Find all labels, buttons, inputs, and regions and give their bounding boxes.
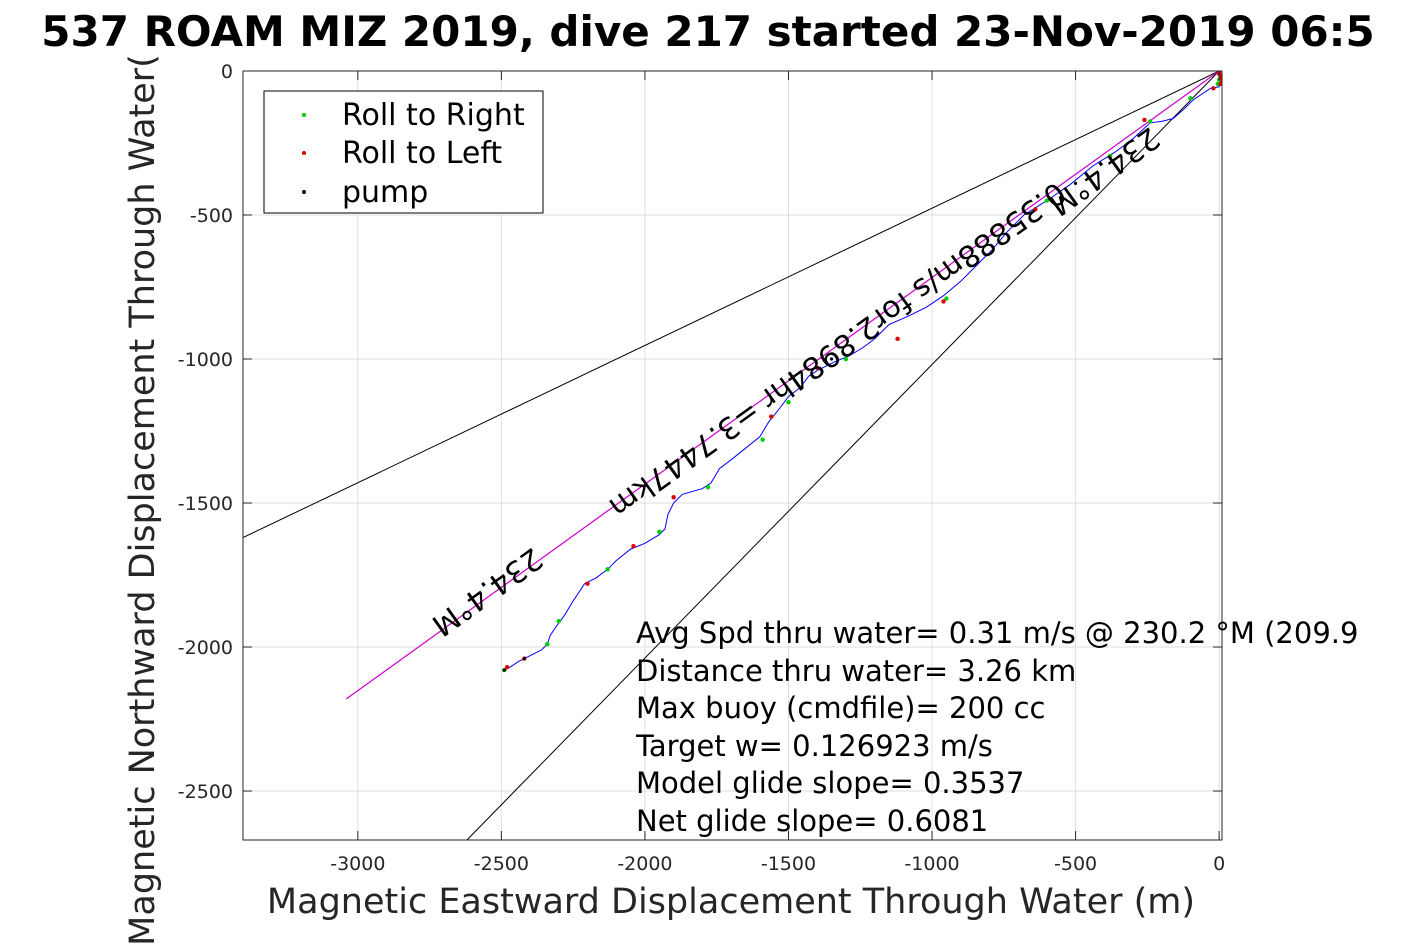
x-tick-label: -1000	[904, 853, 959, 875]
roll-left-point	[769, 414, 774, 419]
roll-left-point	[1142, 117, 1147, 123]
roll-left-point	[814, 365, 820, 370]
roll-right-point	[944, 296, 949, 301]
roll-right-point	[843, 356, 849, 362]
roll-right-point	[657, 529, 662, 535]
axis-ticks: -3000 -2500 -2000 -1500 -1000 -500 0 0 -500 -1000…	[178, 61, 1225, 875]
chart-title: 537 ROAM MIZ 2019, dive 217 started 23-N…	[41, 7, 1374, 56]
x-tick-label: -2000	[617, 853, 672, 875]
x-tick-label: -2500	[474, 853, 529, 875]
roll-right-point	[1107, 153, 1113, 159]
legend-label-left: Roll to Left	[342, 136, 502, 171]
roll-left-point	[895, 336, 900, 342]
pump-point	[1073, 181, 1078, 185]
roll-right-point	[1188, 96, 1193, 101]
stat-net-glide: Net glide slope= 0.6081	[636, 804, 988, 838]
roll-right-point	[786, 400, 791, 405]
roll-right-point	[705, 484, 711, 490]
roll-right-point	[760, 437, 765, 442]
grid-lines	[243, 70, 1222, 840]
dive-track	[504, 71, 1222, 671]
stat-distance: Distance thru water= 3.26 km	[636, 654, 1076, 688]
y-tick-label: -2500	[178, 781, 233, 803]
cone-line	[466, 71, 1220, 840]
stat-avg-speed: Avg Spd thru water= 0.31 m/s @ 230.2 °M …	[636, 616, 1358, 650]
roll-left-point	[631, 544, 636, 549]
x-tick-label: 0	[1213, 853, 1225, 875]
cone-line	[243, 71, 1220, 539]
roll-right-point	[545, 641, 550, 647]
legend-box	[263, 90, 544, 214]
y-tick-label: -1500	[178, 493, 233, 515]
legend: Roll to Right Roll to Left pump	[263, 90, 544, 214]
roll-left-point	[1211, 86, 1216, 91]
heading-annotation: 0.35888m/s for2.8984hr =3.7447km	[602, 174, 1072, 524]
pump-point	[829, 357, 834, 361]
axes-box	[242, 70, 1223, 841]
plot-content	[243, 71, 1222, 840]
stat-model-glide: Model glide slope= 0.3537	[636, 766, 1024, 800]
roll-right-point	[1044, 198, 1050, 203]
pump-point	[522, 656, 526, 661]
y-tick-label: -500	[190, 205, 233, 227]
y-tick-label: 0	[221, 61, 233, 83]
legend-marker-right	[302, 113, 306, 117]
roll-right-point	[605, 567, 610, 572]
roll-right-point	[1148, 119, 1153, 124]
y-axis-label: Magnetic Northward Displacement Through …	[123, 54, 163, 945]
stats-block: Avg Spd thru water= 0.31 m/s @ 230.2 °M …	[635, 616, 1358, 838]
stat-target-w: Target w= 0.126923 m/s	[635, 729, 993, 763]
legend-label-pump: pump	[342, 175, 428, 210]
roll-left-point	[941, 299, 946, 304]
roll-left-point	[585, 581, 590, 586]
legend-marker-pump	[302, 190, 306, 194]
roll-left-point	[1218, 81, 1222, 87]
y-tick-label: -2000	[178, 637, 233, 659]
x-axis-label: Magnetic Eastward Displacement Through W…	[267, 882, 1195, 922]
x-tick-label: -1500	[761, 853, 816, 875]
stat-max-buoy: Max buoy (cmdfile)= 200 cc	[636, 691, 1045, 725]
roll-left-point	[1033, 207, 1038, 212]
heading-line	[346, 71, 1220, 700]
roll-right-point	[556, 618, 562, 624]
x-tick-label: -500	[1054, 853, 1097, 875]
heading-annotation: 234.4°M	[425, 540, 548, 642]
pump-point	[502, 668, 506, 672]
y-tick-label: -1000	[178, 349, 233, 371]
legend-label-right: Roll to Right	[342, 98, 525, 133]
roll-left-point	[504, 664, 510, 670]
x-tick-label: -3000	[330, 853, 385, 875]
roll-left-point	[671, 495, 676, 500]
legend-marker-left	[302, 151, 306, 155]
